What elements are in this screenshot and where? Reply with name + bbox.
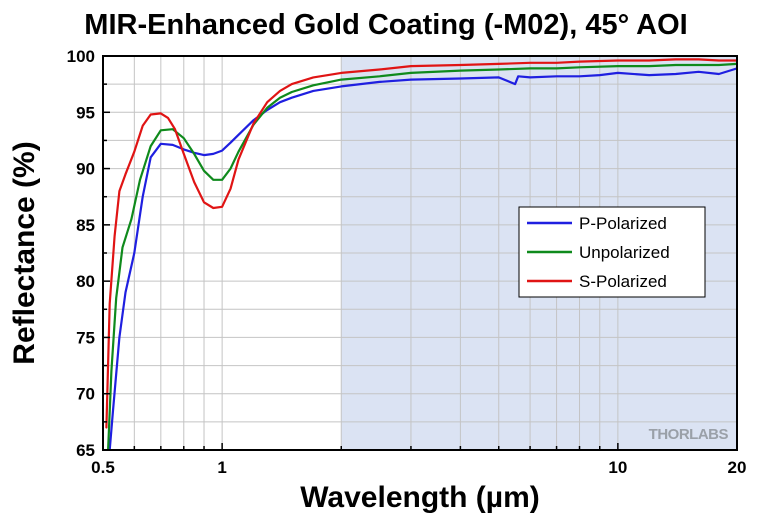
series-line-unpolarized: [106, 62, 737, 450]
x-tick-label: 1: [217, 458, 226, 477]
series-line-p-polarized: [108, 67, 737, 450]
y-tick-label: 65: [76, 441, 95, 460]
y-tick-label: 100: [67, 47, 95, 66]
x-tick-label: 0.5: [91, 458, 115, 477]
x-axis-label: Wavelength (µm): [300, 481, 540, 514]
legend-label-unpolarized: Unpolarized: [579, 243, 670, 262]
y-tick-label: 85: [76, 216, 95, 235]
y-tick-label: 70: [76, 385, 95, 404]
y-tick-label: 90: [76, 160, 95, 179]
legend: P-Polarized Unpolarized S-Polarized: [518, 206, 706, 298]
y-axis-label: Reflectance (%): [8, 141, 41, 364]
y-tick-label: 95: [76, 103, 95, 122]
y-tick-label: 75: [76, 328, 95, 347]
watermark-logo: THORLABS: [649, 426, 729, 443]
axis-ticks: [103, 55, 619, 451]
series-layer: [105, 58, 737, 450]
legend-label-p-polarized: P-Polarized: [579, 214, 667, 233]
x-tick-label: 20: [728, 458, 747, 477]
legend-label-s-polarized: S-Polarized: [579, 272, 667, 291]
x-tick-label: 10: [608, 458, 627, 477]
chart-title: MIR-Enhanced Gold Coating (-M02), 45° AO…: [84, 9, 687, 41]
y-tick-label: 80: [76, 272, 95, 291]
series-line-s-polarized: [105, 58, 737, 429]
tick-labels: 0.5 1 10 20 65 70 75 80 85 90 95 100: [67, 47, 747, 477]
